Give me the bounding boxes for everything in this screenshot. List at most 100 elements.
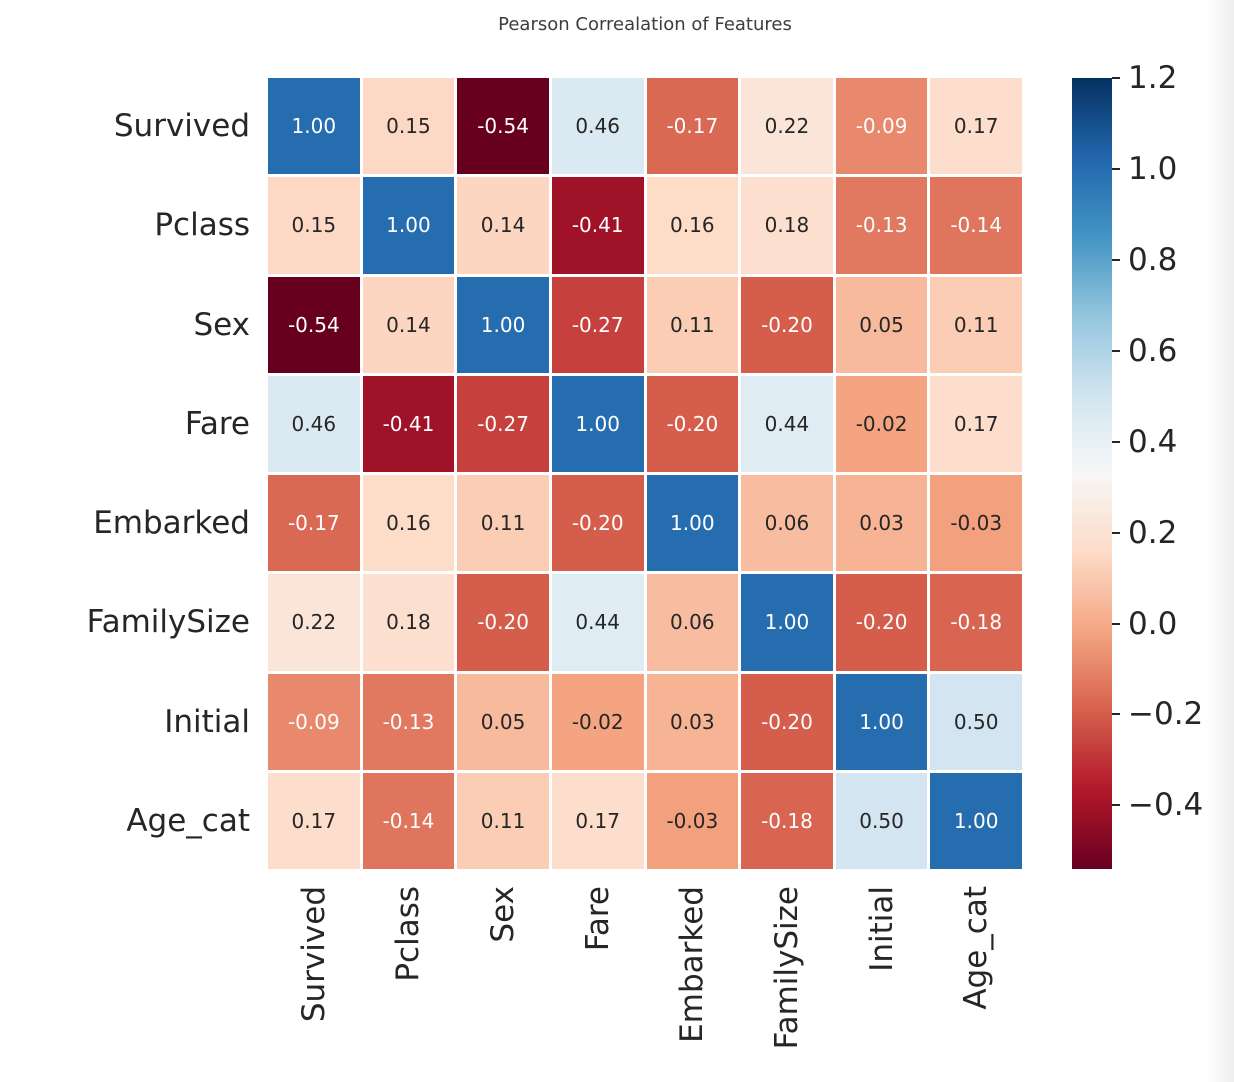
heatmap-cell: 0.22 bbox=[268, 574, 360, 671]
heatmap-cell: 0.11 bbox=[646, 276, 739, 373]
heatmap-cell: 0.46 bbox=[551, 78, 644, 175]
y-axis-label: Age_cat bbox=[126, 802, 250, 839]
heatmap-cell: 0.14 bbox=[362, 276, 455, 373]
chart-title: Pearson Correalation of Features bbox=[498, 14, 792, 35]
x-axis-label: FamilySize bbox=[741, 886, 833, 1061]
x-axis-label-text: Pclass bbox=[390, 886, 427, 982]
heatmap-cell: 0.18 bbox=[362, 574, 455, 671]
heatmap-cell: 0.17 bbox=[268, 772, 360, 869]
heatmap-cell: 0.05 bbox=[835, 276, 928, 373]
heatmap-cell: 0.15 bbox=[268, 177, 360, 274]
heatmap-cell: 0.11 bbox=[457, 772, 549, 869]
heatmap-cell: -0.20 bbox=[646, 375, 739, 472]
heatmap-cell: -0.17 bbox=[268, 475, 360, 572]
heatmap-cell: 0.06 bbox=[646, 574, 739, 671]
heatmap-cell: 1.00 bbox=[646, 475, 739, 572]
x-axis-label: Pclass bbox=[363, 886, 455, 1061]
heatmap-cell: -0.03 bbox=[930, 475, 1022, 572]
colorbar-tick-mark bbox=[1112, 349, 1120, 352]
colorbar-tick-mark bbox=[1112, 713, 1120, 716]
heatmap-cell: -0.13 bbox=[362, 673, 455, 770]
heatmap-cell: -0.41 bbox=[551, 177, 644, 274]
colorbar bbox=[1072, 78, 1112, 869]
x-axis-label: Fare bbox=[552, 886, 644, 1061]
colorbar-tick-label: 0.6 bbox=[1128, 332, 1178, 369]
heatmap-cell: -0.02 bbox=[835, 375, 928, 472]
heatmap-cell: 0.44 bbox=[551, 574, 644, 671]
colorbar-tick-label: 0.8 bbox=[1128, 241, 1178, 278]
heatmap-cell: 1.00 bbox=[741, 574, 833, 671]
y-axis-label: FamilySize bbox=[86, 604, 250, 641]
colorbar-tick-label: −0.2 bbox=[1128, 696, 1204, 733]
heatmap-cell: 0.15 bbox=[362, 78, 455, 175]
heatmap-cell: 1.00 bbox=[268, 78, 360, 175]
y-axis-label: Embarked bbox=[93, 505, 250, 542]
heatmap-cell: 1.00 bbox=[457, 276, 549, 373]
heatmap-cell: 0.46 bbox=[268, 375, 360, 472]
heatmap-cell: 1.00 bbox=[362, 177, 455, 274]
colorbar-tick-mark bbox=[1112, 77, 1120, 79]
colorbar-tick-mark bbox=[1112, 258, 1120, 261]
heatmap-cell: -0.20 bbox=[551, 475, 644, 572]
heatmap-cell: -0.20 bbox=[835, 574, 928, 671]
heatmap-cell: 0.17 bbox=[930, 375, 1022, 472]
x-axis-label: Age_cat bbox=[930, 886, 1022, 1061]
x-axis-label-text: Embarked bbox=[674, 886, 711, 1043]
x-axis-label-text: Survived bbox=[295, 886, 332, 1023]
heatmap-cell: -0.13 bbox=[835, 177, 928, 274]
x-axis-label: Sex bbox=[457, 886, 549, 1061]
heatmap-grid: 1.00 0.15 -0.54 0.46 -0.17 0.22 -0.09 0.17 0.15 1… bbox=[268, 78, 1022, 869]
colorbar-tick-label: 0.4 bbox=[1128, 423, 1178, 460]
colorbar-tick-mark bbox=[1112, 167, 1120, 170]
heatmap-cell: 0.03 bbox=[646, 673, 739, 770]
heatmap-cell: -0.02 bbox=[551, 673, 644, 770]
heatmap-cell: 1.00 bbox=[930, 772, 1022, 869]
heatmap-cell: -0.17 bbox=[646, 78, 739, 175]
heatmap-cell: 1.00 bbox=[551, 375, 644, 472]
colorbar-tick-label: 1.0 bbox=[1128, 150, 1178, 187]
heatmap-cell: 0.14 bbox=[457, 177, 549, 274]
y-axis-label: Initial bbox=[164, 703, 250, 740]
x-axis-label: Survived bbox=[268, 886, 360, 1061]
heatmap-cell: 0.05 bbox=[457, 673, 549, 770]
heatmap-cell: 0.17 bbox=[930, 78, 1022, 175]
heatmap-cell: -0.20 bbox=[741, 673, 833, 770]
heatmap-cell: 0.11 bbox=[930, 276, 1022, 373]
x-axis-label-text: FamilySize bbox=[768, 886, 805, 1050]
heatmap-cell: 0.22 bbox=[741, 78, 833, 175]
heatmap-cell: -0.03 bbox=[646, 772, 739, 869]
page-edge-shadow bbox=[1206, 0, 1234, 1082]
y-axis-label: Fare bbox=[184, 405, 250, 442]
heatmap-cell: -0.14 bbox=[930, 177, 1022, 274]
x-axis-label: Initial bbox=[836, 886, 928, 1061]
colorbar-tick-mark bbox=[1112, 440, 1120, 443]
heatmap-cell: 0.11 bbox=[457, 475, 549, 572]
heatmap-cell: 0.50 bbox=[835, 772, 928, 869]
heatmap-cell: -0.20 bbox=[741, 276, 833, 373]
colorbar-tick-label: 0.0 bbox=[1128, 605, 1178, 642]
heatmap-cell: -0.41 bbox=[362, 375, 455, 472]
heatmap-cell: 0.06 bbox=[741, 475, 833, 572]
x-axis-label-text: Initial bbox=[863, 886, 900, 972]
heatmap-cell: -0.27 bbox=[551, 276, 644, 373]
heatmap-cell: 0.18 bbox=[741, 177, 833, 274]
colorbar-tick-mark bbox=[1112, 804, 1120, 807]
colorbar-tick-label: 0.2 bbox=[1128, 514, 1178, 551]
heatmap-cell: -0.54 bbox=[268, 276, 360, 373]
heatmap-cell: -0.09 bbox=[835, 78, 928, 175]
colorbar-tick-mark bbox=[1112, 531, 1120, 534]
colorbar-tick-label: −0.4 bbox=[1128, 787, 1204, 824]
heatmap-cell: -0.14 bbox=[362, 772, 455, 869]
x-axis-label-text: Age_cat bbox=[958, 886, 995, 1010]
colorbar-tick-mark bbox=[1112, 622, 1120, 625]
heatmap-cell: 0.17 bbox=[551, 772, 644, 869]
x-axis-label: Embarked bbox=[647, 886, 739, 1061]
heatmap-cell: 0.03 bbox=[835, 475, 928, 572]
x-axis-label-text: Fare bbox=[579, 886, 616, 952]
heatmap-cell: 0.50 bbox=[930, 673, 1022, 770]
x-axis-label-text: Sex bbox=[485, 886, 522, 943]
heatmap-cell: -0.54 bbox=[457, 78, 549, 175]
heatmap-cell: 0.44 bbox=[741, 375, 833, 472]
y-axis-label: Sex bbox=[193, 306, 250, 343]
